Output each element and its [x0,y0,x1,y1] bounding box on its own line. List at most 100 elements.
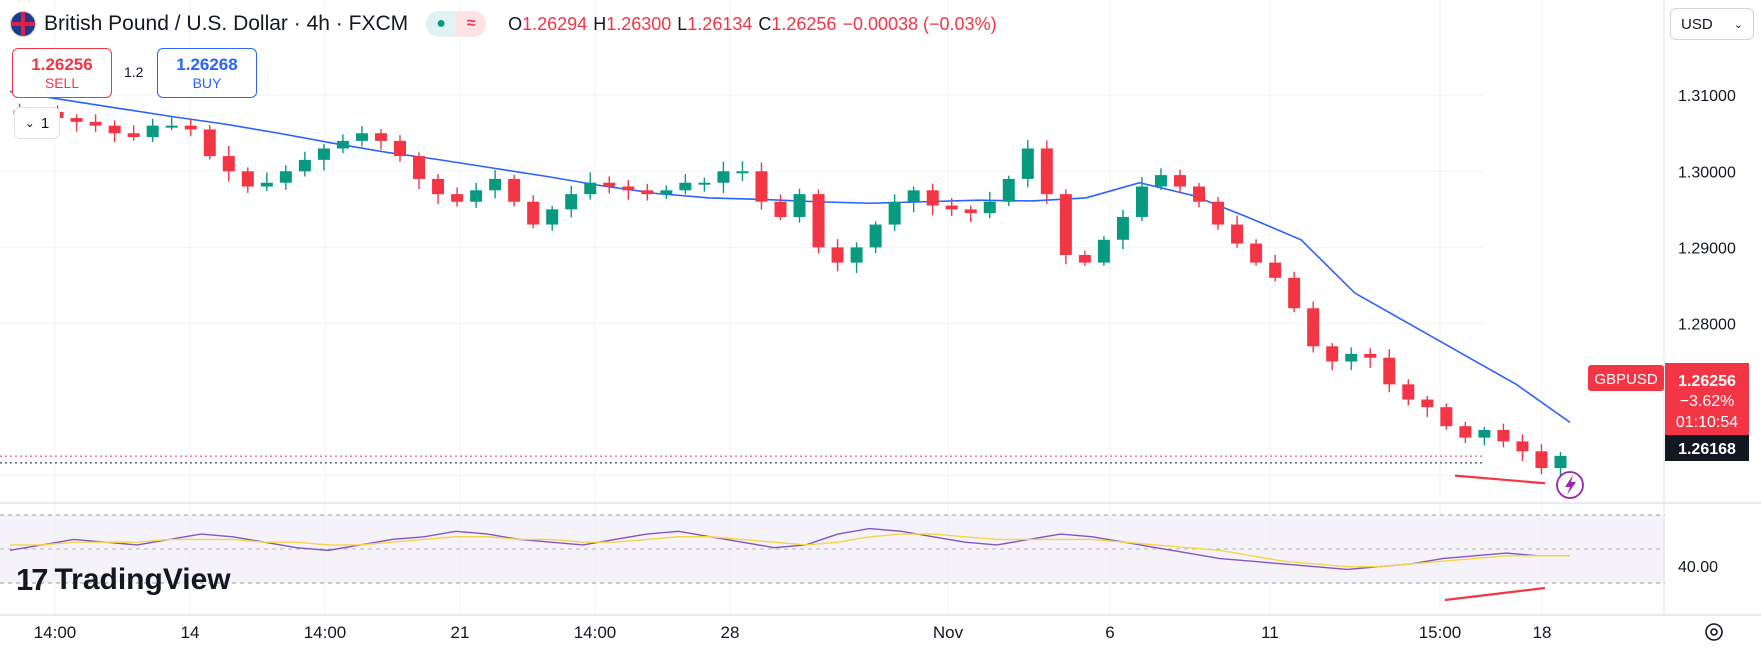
candles [13,103,1567,478]
candle [1421,395,1434,417]
close-value: 1.26256 [771,13,837,34]
candle [1307,301,1320,353]
candle [1459,421,1472,443]
buy-button[interactable]: 1.26268 BUY [157,48,257,98]
candle [1478,426,1491,446]
candle [222,145,235,182]
candle [1497,423,1510,448]
candle [279,165,292,190]
candle-body [698,182,711,185]
candle [1554,451,1567,478]
candle [869,221,882,254]
candle [1212,196,1225,230]
time-tick-label: 11 [1261,623,1279,642]
candle [546,205,559,231]
candle [451,187,464,207]
moving-average-line [9,90,1571,424]
candle-body [964,209,977,214]
candle [850,242,863,273]
sell-label: SELL [44,75,80,91]
candle-body [850,247,863,263]
price-tick-label: 1.28000 [1678,316,1736,333]
candle-body [394,140,406,157]
candle-body [1364,353,1377,358]
market-status-pill[interactable]: ● ≈ [426,11,487,37]
change-value: −0.00038 (−0.03%) [842,13,997,34]
candle [1059,189,1072,265]
candle-body [432,178,445,195]
candle [527,195,540,229]
candle [508,174,521,207]
candle-body [679,182,692,191]
candle-body [1402,384,1415,400]
candle-body [945,205,958,210]
candle-body [184,125,197,130]
chevron-down-icon: ⌄ [24,116,35,130]
price-box-change: −3.62% [1680,393,1735,410]
candle [413,152,426,190]
candle-body [622,186,635,191]
price-box-countdown: 01:10:54 [1676,414,1738,431]
candle [945,198,958,216]
candle-body [451,194,464,202]
candle [1383,349,1396,393]
rsi-line [9,527,1570,571]
tradingview-logo: 17 TradingView [16,562,231,598]
collapse-count: 1 [40,114,50,132]
time-tick-label: 6 [1105,623,1114,642]
candle-body [774,201,787,217]
price-box-price: 1.26256 [1678,373,1736,390]
symbol-title[interactable]: British Pound / U.S. Dollar · 4h · FXCM [44,12,409,35]
price-box-bg [1665,363,1749,437]
candle [108,120,121,143]
candle-body [317,148,330,160]
candle-body [1078,255,1091,263]
candle-body [1193,186,1206,202]
settings-gear-icon[interactable] [1702,620,1726,644]
sell-button[interactable]: 1.26256 SELL [12,48,112,98]
candle-body [1554,455,1567,469]
candle [165,117,178,130]
candle-body [165,125,178,128]
candle [1516,434,1529,462]
candle-body [1497,430,1510,442]
candle [1116,209,1129,250]
candle [146,118,159,142]
candle [1345,347,1358,371]
candle-body [108,125,121,134]
candle [394,135,406,162]
candle-body [470,190,483,202]
collapse-toggle-button[interactable]: ⌄ 1 [14,107,60,139]
candle [298,151,311,177]
price-tick-label: 1.30000 [1678,164,1736,181]
currency-selector[interactable]: USD ⌄ [1670,8,1754,40]
high-key: H [593,13,607,34]
candle-body [1535,451,1548,469]
currency-label: USD [1681,15,1713,33]
grid [0,0,1543,615]
price-tick-label: 1.29000 [1678,240,1736,257]
candle [622,180,635,200]
candle [89,114,102,132]
candle [831,239,844,272]
candle [736,161,749,181]
candle [1040,140,1053,204]
candle-body [755,171,768,202]
chevron-down-icon: ⌄ [1733,18,1743,31]
candle-body [1250,243,1263,263]
sell-price: 1.26256 [31,55,93,74]
high-value: 1.26300 [606,13,672,34]
low-key: L [677,13,688,34]
candle-body [222,156,235,172]
candle [489,170,502,199]
candle-body [641,190,654,195]
candle-body [127,133,140,138]
candle [812,189,825,254]
candle [1402,379,1415,406]
time-tick-label: Nov [933,623,964,642]
candle-body [1097,239,1110,263]
candle [755,162,768,210]
candle [1269,254,1282,282]
candle-body [869,224,882,248]
